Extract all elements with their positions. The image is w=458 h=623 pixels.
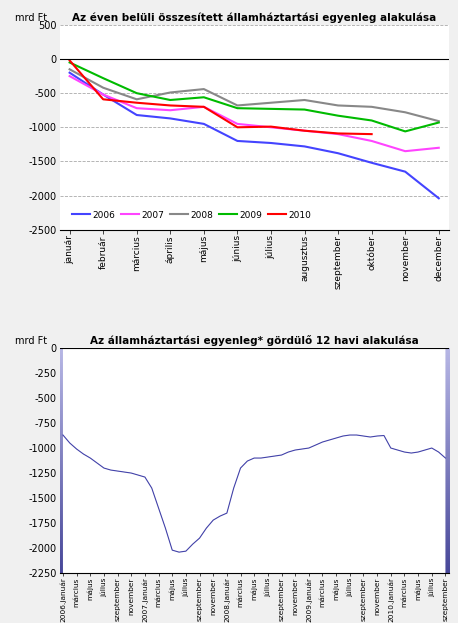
2008 — [335, 102, 341, 109]
2007 — [369, 137, 374, 145]
2010 — [168, 102, 173, 109]
2009 — [168, 97, 173, 104]
2007 — [436, 144, 442, 151]
2010 — [234, 123, 240, 131]
Title: Az államháztartási egyenleg* gördülő 12 havi alakulása: Az államháztartási egyenleg* gördülő 12 … — [90, 335, 419, 346]
2009 — [369, 117, 374, 124]
Line: 2009: 2009 — [70, 62, 439, 131]
2010 — [134, 99, 140, 107]
2009 — [302, 106, 307, 113]
2010 — [201, 103, 207, 110]
2006 — [201, 120, 207, 128]
Text: mrd Ft: mrd Ft — [15, 336, 47, 346]
2008 — [100, 84, 106, 92]
2007 — [168, 107, 173, 114]
2006 — [268, 140, 274, 147]
2008 — [67, 65, 72, 73]
2008 — [234, 102, 240, 109]
2007 — [335, 130, 341, 138]
2010 — [268, 123, 274, 130]
2009 — [436, 119, 442, 126]
2010 — [335, 130, 341, 137]
2009 — [201, 93, 207, 101]
2010 — [369, 130, 374, 138]
2008 — [369, 103, 374, 110]
2008 — [201, 85, 207, 93]
2007 — [201, 103, 207, 110]
Line: 2007: 2007 — [70, 76, 439, 151]
2006 — [67, 69, 72, 77]
Line: 2006: 2006 — [70, 73, 439, 198]
2006 — [369, 159, 374, 166]
2008 — [168, 88, 173, 96]
2006 — [100, 91, 106, 98]
Text: Forrás: Pénzügyminisztérium, Portfolio.hu: Forrás: Pénzügyminisztérium, Portfolio.h… — [60, 369, 241, 378]
2006 — [234, 137, 240, 145]
2008 — [302, 97, 307, 104]
2007 — [100, 91, 106, 98]
Title: Az éven belüli összesített államháztartási egyenleg alakulása: Az éven belüli összesített államháztartá… — [72, 12, 436, 23]
2007 — [302, 127, 307, 135]
Line: 2008: 2008 — [70, 69, 439, 121]
2009 — [268, 105, 274, 113]
Text: mrd Ft: mrd Ft — [15, 13, 47, 23]
2007 — [234, 120, 240, 128]
2007 — [67, 72, 72, 80]
2007 — [134, 105, 140, 112]
Line: 2010: 2010 — [70, 60, 371, 134]
2007 — [403, 148, 408, 155]
2010 — [100, 95, 106, 103]
2009 — [335, 112, 341, 120]
2006 — [168, 115, 173, 122]
Legend: 2006, 2007, 2008, 2009, 2010: 2006, 2007, 2008, 2009, 2010 — [68, 207, 315, 223]
2008 — [403, 108, 408, 116]
2008 — [436, 117, 442, 125]
2009 — [100, 74, 106, 82]
2006 — [335, 150, 341, 157]
2010 — [302, 127, 307, 135]
2009 — [234, 105, 240, 112]
2006 — [302, 143, 307, 150]
2008 — [268, 99, 274, 107]
2009 — [67, 59, 72, 66]
2006 — [134, 112, 140, 119]
2009 — [403, 128, 408, 135]
2008 — [134, 95, 140, 103]
2006 — [403, 168, 408, 176]
2010 — [67, 57, 72, 64]
2007 — [268, 123, 274, 131]
2006 — [436, 194, 442, 202]
2009 — [134, 90, 140, 97]
